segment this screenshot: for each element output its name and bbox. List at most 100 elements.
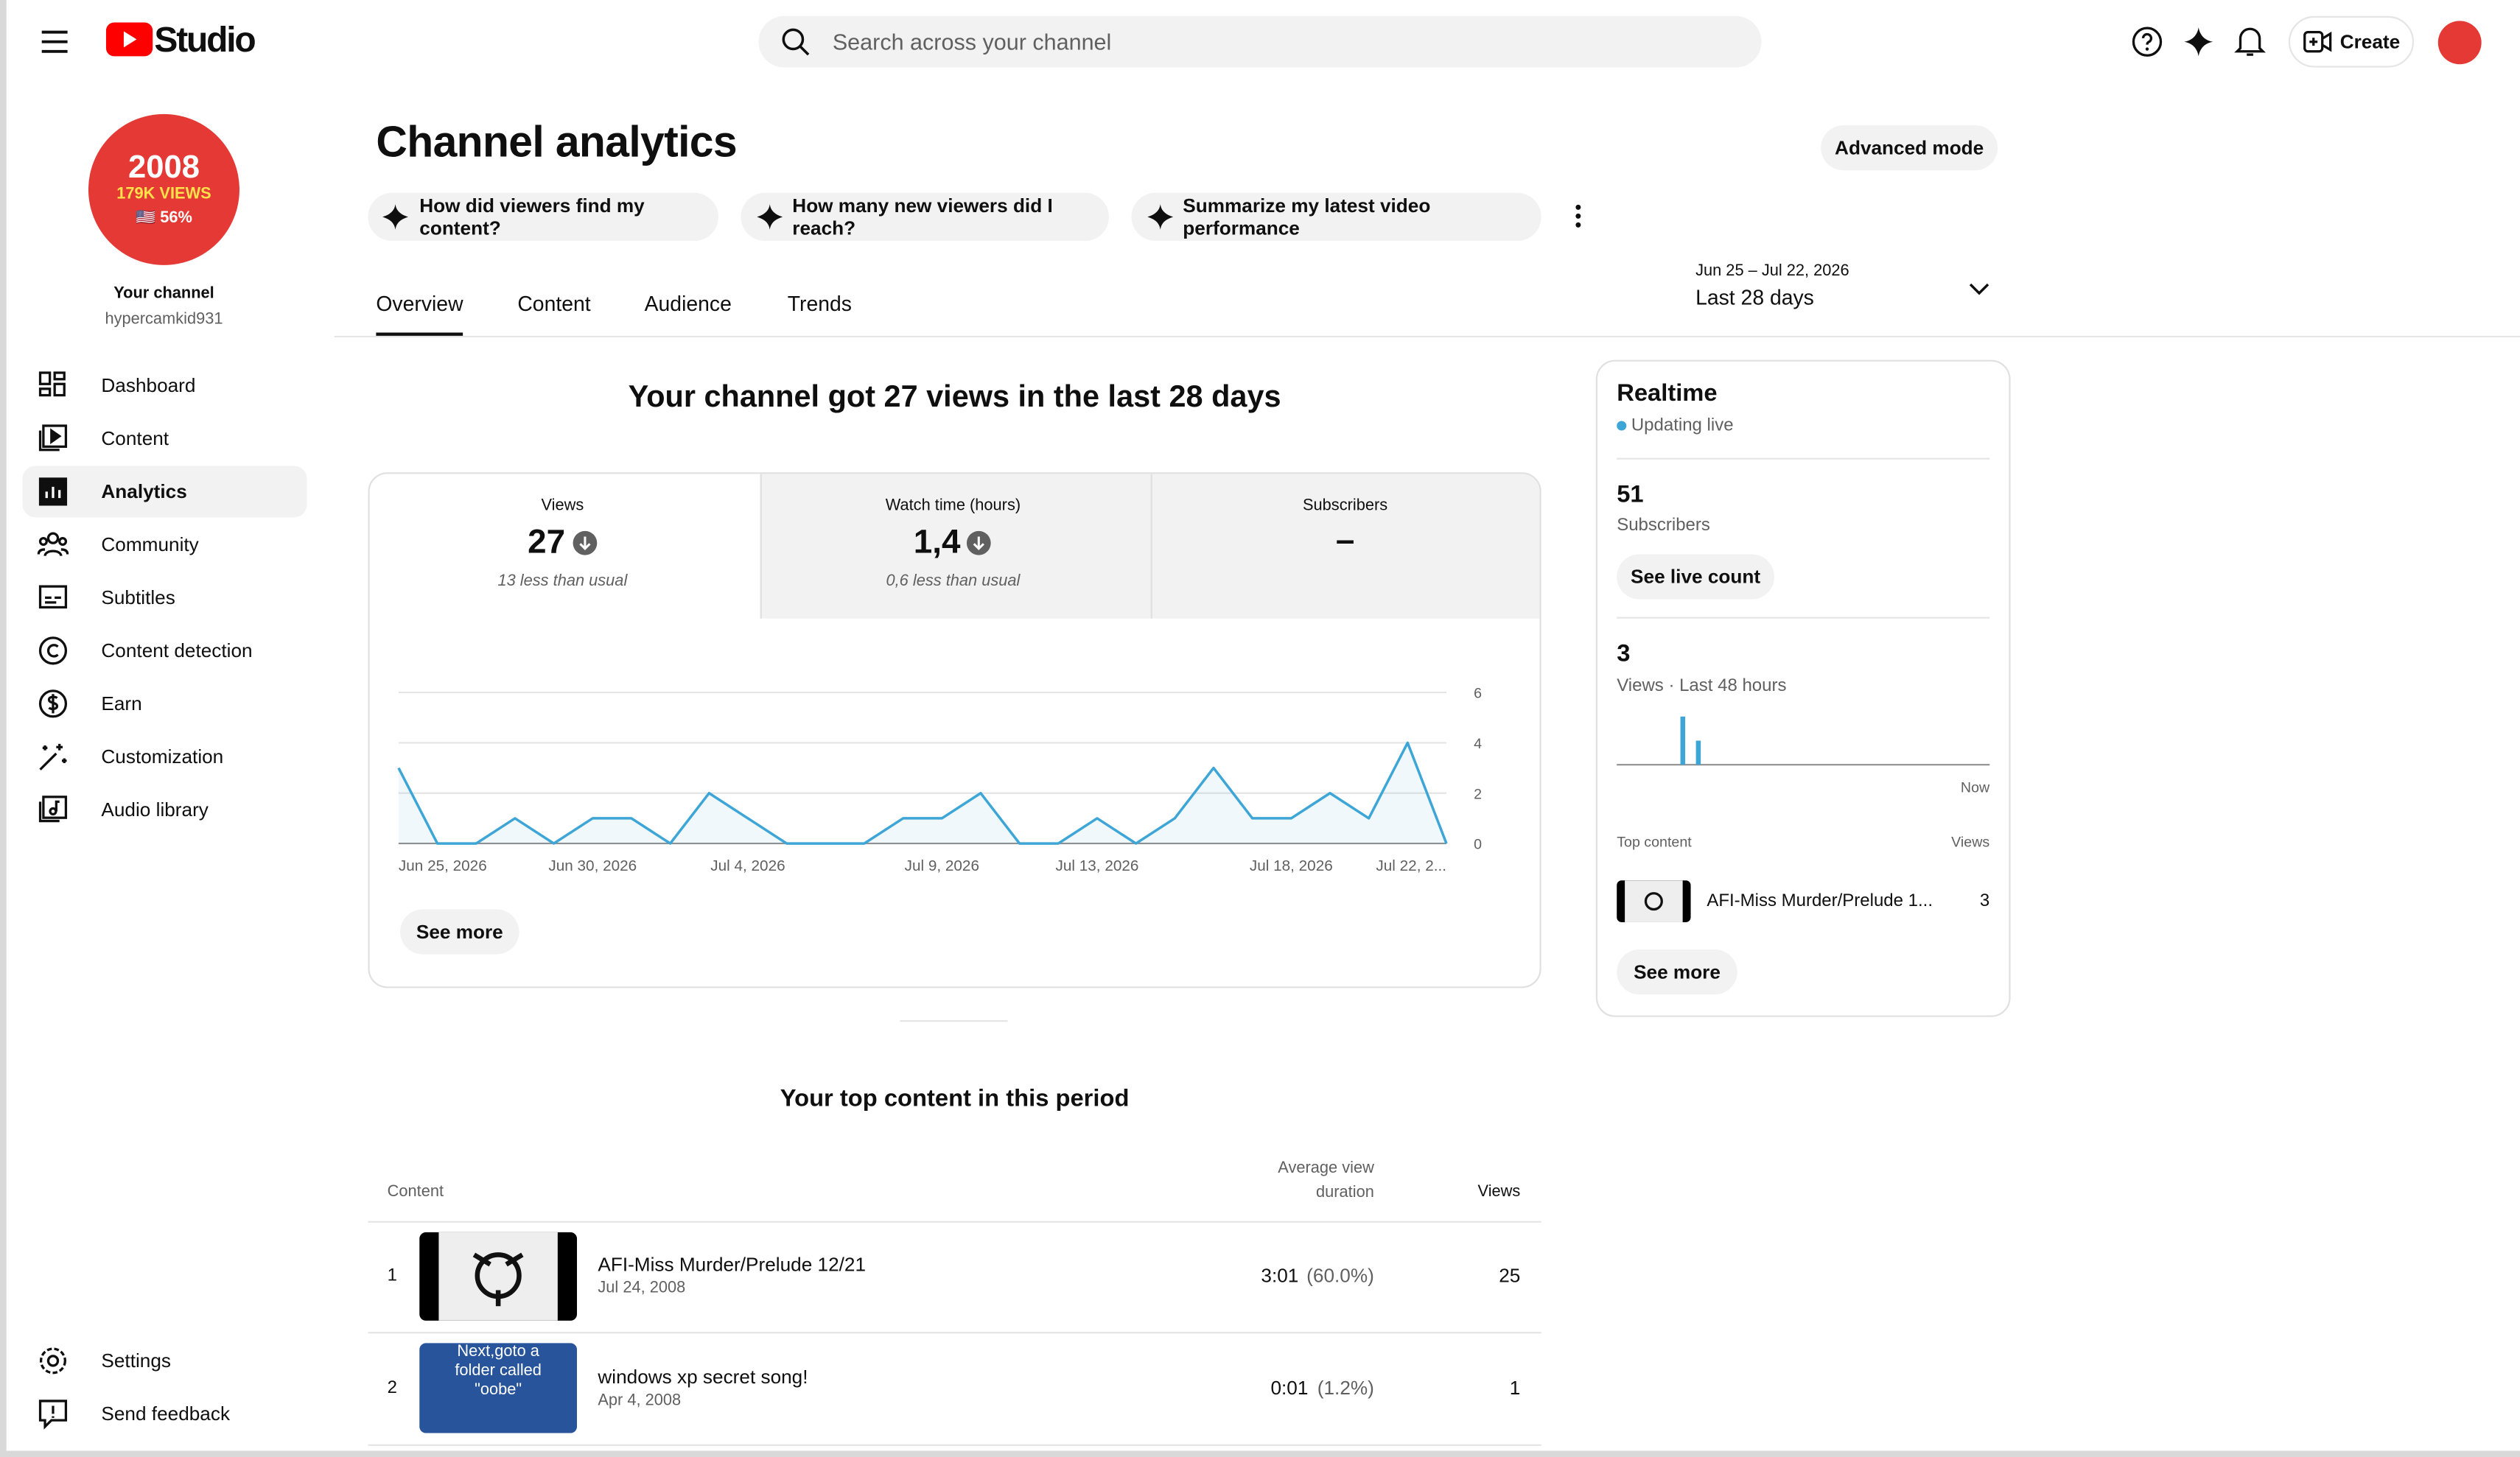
bar: [1695, 740, 1701, 765]
nav-label[interactable]: Subtitles: [101, 586, 175, 609]
thumbnail-logo: [1644, 892, 1663, 911]
tab[interactable]: Audience: [644, 291, 732, 316]
account-avatar[interactable]: [2437, 21, 2482, 65]
button-label[interactable]: See more: [416, 920, 503, 944]
column-header[interactable]: Views: [1477, 1183, 1521, 1201]
metric-label[interactable]: Subscribers: [1303, 497, 1388, 516]
element: [2234, 27, 2266, 53]
notifications-button[interactable]: [2234, 26, 2266, 58]
x-tick-label: Jul 4, 2026: [710, 857, 785, 874]
element: [42, 424, 68, 448]
tab[interactable]: Overview: [376, 291, 463, 316]
nav-label[interactable]: Community: [101, 533, 199, 556]
metric-value[interactable]: –: [1335, 522, 1355, 560]
create-label[interactable]: Create: [2339, 30, 2401, 53]
metric-value[interactable]: 27: [528, 524, 566, 561]
video-title[interactable]: windows xp secret song!: [598, 1365, 808, 1388]
element: [2303, 30, 2324, 53]
element: [42, 796, 68, 819]
create-button[interactable]: [2288, 15, 2415, 68]
nav-item[interactable]: Earn: [23, 678, 307, 729]
element: [47, 694, 59, 714]
element: [757, 204, 783, 230]
menu-button[interactable]: [41, 29, 68, 55]
avatar-text: 2008: [127, 150, 200, 186]
prompt-chip[interactable]: How many new viewers did I reach?: [741, 192, 1109, 242]
column-header[interactable]: Average view duration: [1278, 1159, 1374, 1202]
search-icon[interactable]: [781, 27, 810, 56]
subtitles-icon: [38, 585, 68, 609]
nav-item[interactable]: Content detection: [23, 625, 307, 676]
nav-item[interactable]: Settings: [23, 1335, 307, 1387]
nav-item[interactable]: Content: [23, 413, 307, 465]
see-live-count-button[interactable]: See live count: [1617, 554, 1774, 600]
prompt-chip[interactable]: Summarize my latest video performance: [1131, 192, 1541, 242]
metric-value[interactable]: 1,4: [913, 524, 961, 561]
top-video-title[interactable]: AFI-Miss Murder/Prelude 1...: [1707, 891, 1933, 911]
nav-item[interactable]: Customization: [23, 731, 307, 782]
date-range-label[interactable]: Last 28 days: [1695, 285, 1814, 309]
element: [42, 743, 67, 764]
video-views: 25: [1499, 1264, 1521, 1288]
element: [38, 430, 60, 452]
tab[interactable]: Content: [517, 291, 591, 316]
prompt-label[interactable]: How did viewers find my content?: [419, 194, 645, 239]
prompt-chip[interactable]: How did viewers find my content?: [368, 192, 718, 242]
nav-label[interactable]: Content: [101, 427, 169, 450]
channel-avatar[interactable]: [88, 113, 239, 265]
ai-button[interactable]: [2184, 27, 2213, 57]
video-title[interactable]: AFI-Miss Murder/Prelude 12/21: [598, 1253, 867, 1276]
nav-item[interactable]: Dashboard: [23, 360, 307, 412]
element: [1969, 283, 1989, 295]
date-dropdown[interactable]: [1969, 283, 1989, 295]
element: [1644, 892, 1663, 911]
metric-label[interactable]: Views: [541, 497, 584, 516]
video-thumbnail[interactable]: [419, 1232, 578, 1321]
nav-item[interactable]: Subtitles: [23, 572, 307, 623]
nav-icons: [37, 371, 69, 1430]
see-more-button[interactable]: See more: [400, 909, 519, 955]
see-more-button[interactable]: See more: [1617, 949, 1737, 995]
advanced-mode-button[interactable]: Advanced mode: [1821, 125, 1998, 171]
tab[interactable]: Trends: [787, 291, 852, 316]
prompt-label[interactable]: How many new viewers did I reach?: [792, 194, 1053, 239]
element: [41, 30, 68, 53]
search-box[interactable]: [758, 15, 1762, 68]
prompt-label[interactable]: Summarize my latest video performance: [1183, 194, 1431, 239]
nav-label[interactable]: Dashboard: [101, 374, 196, 397]
nav-item[interactable]: Audio library: [23, 784, 307, 835]
nav-label[interactable]: Audio library: [101, 798, 209, 821]
nav-label[interactable]: Customization: [101, 745, 224, 768]
more-button[interactable]: [1575, 204, 1581, 228]
date-range-dates[interactable]: Jun 25 – Jul 22, 2026: [1695, 262, 1849, 281]
search-placeholder[interactable]: Search across your channel: [832, 29, 1112, 55]
nav-label[interactable]: Settings: [101, 1349, 171, 1372]
element: [55, 800, 60, 812]
element: [46, 1355, 60, 1367]
video-thumbnail[interactable]: [1617, 880, 1691, 922]
element: [38, 689, 68, 718]
logo-icon[interactable]: [105, 22, 153, 57]
button-label[interactable]: See more: [1634, 961, 1721, 983]
element: [1575, 222, 1581, 228]
nav-label[interactable]: Content detection: [101, 639, 253, 662]
metric-note[interactable]: 13 less than usual: [497, 572, 628, 591]
video-thumbnail[interactable]: Next,goto a folder called "oobe": [419, 1343, 578, 1433]
earn-icon: [38, 689, 68, 718]
create-icon[interactable]: [2303, 30, 2332, 53]
nav-label[interactable]: Send feedback: [101, 1402, 231, 1425]
help-button[interactable]: [2131, 26, 2163, 58]
metric-label[interactable]: Watch time (hours): [885, 497, 1021, 516]
nav-label[interactable]: Analytics: [101, 480, 187, 503]
button-label[interactable]: See live count: [1631, 565, 1761, 589]
channel-label: Your channel: [113, 285, 214, 303]
element: [50, 428, 62, 444]
nav-label[interactable]: Earn: [101, 692, 142, 715]
element: [973, 536, 984, 551]
logo-text[interactable]: Studio: [154, 19, 256, 60]
nav-item[interactable]: Analytics: [22, 466, 307, 518]
button-label[interactable]: Advanced mode: [1835, 136, 1984, 159]
nav-item[interactable]: Community: [23, 519, 307, 571]
metric-note[interactable]: 0,6 less than usual: [886, 572, 1021, 591]
nav-item[interactable]: Send feedback: [23, 1388, 307, 1439]
